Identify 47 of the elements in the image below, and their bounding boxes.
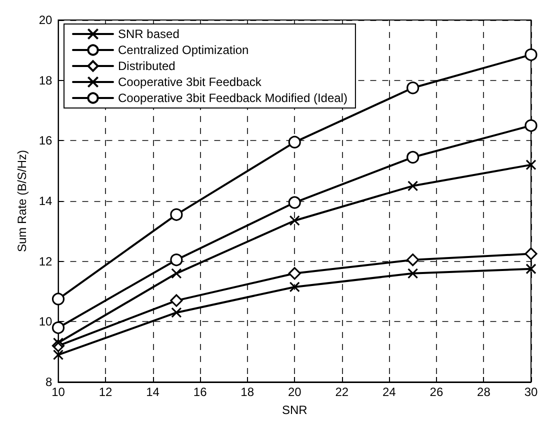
- x-tick-label: 10: [52, 385, 66, 399]
- y-tick-label: 20: [38, 13, 53, 27]
- x-tick-label: 16: [193, 385, 208, 399]
- y-tick-label: 8: [46, 375, 53, 389]
- x-tick-label: 28: [477, 385, 491, 399]
- point: [288, 196, 301, 209]
- x-tick-label: 14: [146, 385, 160, 399]
- y-tick-label: 12: [38, 254, 53, 268]
- legend-label: SNR based: [118, 27, 180, 41]
- y-tick-label: 14: [38, 194, 53, 208]
- legend-label: Centralized Optimization: [118, 43, 249, 57]
- x-tick-label: 26: [430, 385, 444, 399]
- point: [289, 282, 300, 292]
- point: [526, 160, 536, 170]
- point: [408, 180, 418, 192]
- legend-label: Distributed: [118, 59, 176, 73]
- x-tick-label: 22: [335, 385, 349, 399]
- x-tick-label: 18: [240, 385, 254, 399]
- y-tick-label: 18: [38, 73, 53, 88]
- y-tick-label: 10: [38, 314, 53, 329]
- point: [171, 268, 182, 279]
- y-tick-label: 16: [38, 134, 53, 148]
- legend-label: Cooperative 3bit Feedback: [118, 75, 262, 89]
- legend-label: Cooperative 3bit Feedback Modified (Ideal): [118, 91, 348, 105]
- point: [171, 307, 182, 318]
- point: [289, 215, 300, 226]
- point: [170, 208, 183, 221]
- point: [524, 247, 538, 260]
- point: [170, 254, 183, 266]
- x-tick-label: 20: [288, 385, 302, 399]
- x-tick-label: 24: [382, 385, 396, 399]
- point: [52, 292, 65, 306]
- point: [406, 254, 420, 266]
- point: [526, 264, 536, 274]
- point: [408, 268, 418, 279]
- x-tick-label: 12: [98, 385, 113, 399]
- point: [406, 82, 420, 94]
- x-tick-label: 30: [524, 385, 538, 399]
- y-axis-title: Sum Rate (B/S/Hz): [15, 150, 29, 252]
- point: [524, 48, 538, 61]
- point: [288, 136, 301, 148]
- point: [406, 150, 420, 164]
- x-axis-title: SNR: [282, 403, 308, 417]
- point: [288, 267, 301, 280]
- point: [524, 119, 538, 132]
- point: [170, 294, 183, 307]
- point: [52, 321, 65, 334]
